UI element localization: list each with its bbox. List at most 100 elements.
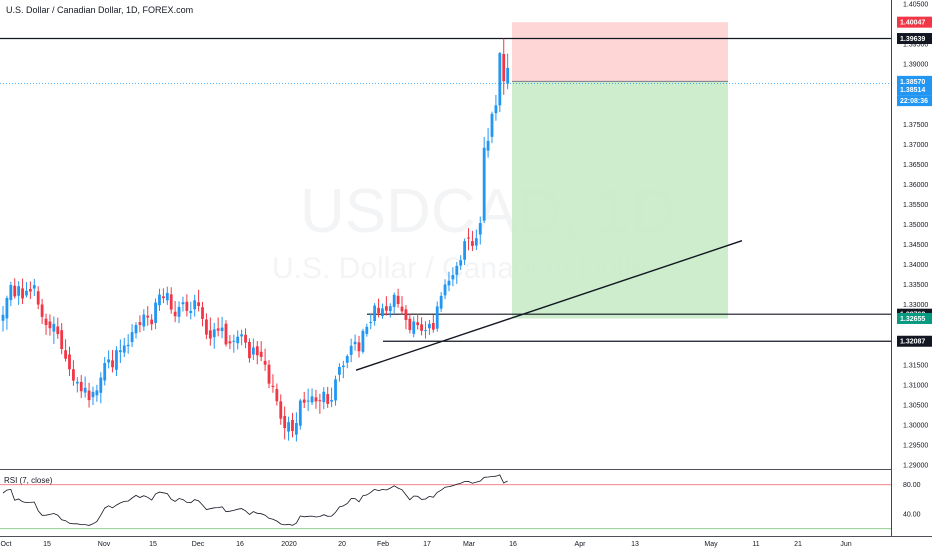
candle-body xyxy=(224,323,228,345)
candle-body xyxy=(228,341,232,344)
candle-body xyxy=(189,310,193,313)
candle xyxy=(138,315,142,333)
candle xyxy=(1,306,5,332)
candle-body xyxy=(334,379,337,401)
candle-body xyxy=(150,319,154,325)
candle xyxy=(244,328,247,349)
candle xyxy=(361,328,365,354)
candle-body xyxy=(365,326,369,334)
candle xyxy=(471,230,474,252)
candle-body xyxy=(388,306,392,312)
candle-body xyxy=(197,302,200,307)
candle-body xyxy=(298,400,302,426)
candle xyxy=(248,338,251,363)
trendline xyxy=(355,240,743,371)
candle xyxy=(439,292,443,312)
price-badge-label: 1.32087 xyxy=(900,339,925,346)
candle xyxy=(165,286,169,305)
candle xyxy=(146,306,150,326)
candle xyxy=(32,278,36,297)
price-tick-label: 1.33500 xyxy=(903,282,928,289)
candle xyxy=(185,294,189,317)
candle-body xyxy=(134,325,138,334)
time-tick-label: Oct xyxy=(1,541,12,548)
candle xyxy=(443,279,447,300)
candle xyxy=(263,348,267,371)
candle xyxy=(107,350,111,369)
candle xyxy=(295,412,298,442)
candle-body xyxy=(251,347,255,355)
candle-body xyxy=(490,113,494,137)
candle xyxy=(95,384,99,402)
candle-body xyxy=(103,363,107,381)
trendline-layer[interactable] xyxy=(355,240,743,371)
candle-body xyxy=(99,377,103,393)
candle-body xyxy=(338,366,341,375)
candle xyxy=(177,301,181,324)
price-tick-label: 1.31000 xyxy=(903,382,928,389)
candle xyxy=(451,267,455,287)
candle xyxy=(287,416,290,441)
price-badge-background xyxy=(897,335,932,347)
rsi-pane xyxy=(0,474,891,530)
horizontal-lines[interactable] xyxy=(0,37,891,342)
candle xyxy=(103,357,107,386)
candle-body xyxy=(25,290,28,296)
candle-body xyxy=(459,260,463,266)
candle-body xyxy=(216,328,220,331)
candle-body xyxy=(502,53,506,82)
candle-body xyxy=(91,391,95,398)
candle xyxy=(271,374,275,393)
candle-body xyxy=(341,365,345,368)
candle xyxy=(322,387,326,410)
price-tick-label: 1.29000 xyxy=(903,462,928,469)
candle-body xyxy=(439,295,443,309)
candle xyxy=(455,261,459,284)
take-profit-zone xyxy=(512,81,728,319)
candle xyxy=(384,296,388,316)
candle-body xyxy=(220,327,224,332)
candle-body xyxy=(306,400,310,402)
candle-body xyxy=(21,288,24,299)
candle-body xyxy=(240,334,244,337)
price-badge-background xyxy=(897,312,932,324)
price-badge-label: 1.38514 xyxy=(900,87,925,94)
candle-body xyxy=(146,315,150,318)
candle-body xyxy=(161,296,165,299)
candle xyxy=(275,383,279,406)
candle xyxy=(283,406,287,440)
candle xyxy=(130,324,134,348)
candle xyxy=(72,360,75,386)
price-badge: 1.32087 xyxy=(897,335,932,347)
price-tick-label: 1.30500 xyxy=(903,402,928,409)
candle-body xyxy=(64,350,67,359)
price-axis[interactable]: 1.40500 1.39500 1.39000 1.37500 1.37000 1.365… xyxy=(903,2,928,519)
candle xyxy=(330,387,334,408)
candle xyxy=(68,346,71,377)
price-tick-label: 1.30000 xyxy=(903,422,928,429)
candle-body xyxy=(369,322,373,324)
time-tick-label: 15 xyxy=(149,541,157,548)
candle-body xyxy=(111,360,114,368)
candle-body xyxy=(302,399,306,403)
candle-body xyxy=(255,346,259,356)
time-tick-label: 16 xyxy=(509,541,517,548)
time-axis[interactable]: Oct 15 Nov 15 Dec 16 2020 20 Feb 17 Mar 16 Apr 13 May 1… xyxy=(1,541,852,548)
candle xyxy=(314,389,318,409)
candle xyxy=(228,334,232,350)
candle-body xyxy=(373,305,377,322)
candle-body xyxy=(424,330,427,332)
price-tick-label: 1.34500 xyxy=(903,242,928,249)
candle-body xyxy=(416,322,420,326)
candle xyxy=(424,321,427,339)
candle xyxy=(83,376,87,398)
candle-body xyxy=(506,67,510,84)
candle-body xyxy=(357,342,361,352)
candle xyxy=(251,338,255,361)
candle-body xyxy=(431,323,435,330)
candle xyxy=(220,316,224,339)
candle-body xyxy=(381,308,384,317)
candle xyxy=(142,309,146,331)
candle-body xyxy=(28,288,32,292)
